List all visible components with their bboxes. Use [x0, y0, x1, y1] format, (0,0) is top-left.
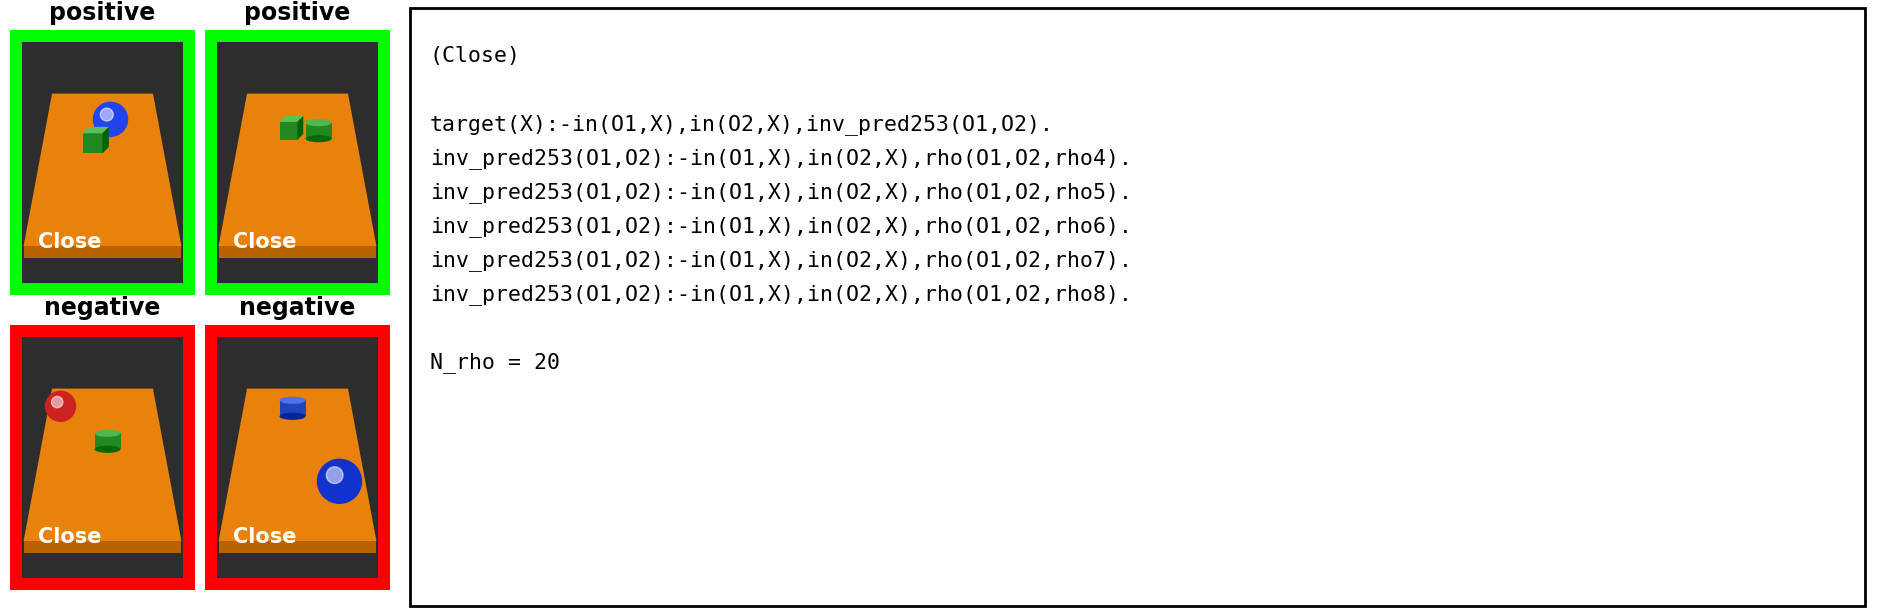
Ellipse shape: [94, 430, 120, 437]
Circle shape: [318, 459, 361, 503]
Text: negative: negative: [45, 296, 160, 320]
Text: negative: negative: [239, 296, 355, 320]
Circle shape: [94, 102, 128, 137]
Bar: [23, 337, 182, 578]
Bar: [216, 42, 378, 283]
Polygon shape: [218, 246, 376, 258]
Bar: [205, 325, 389, 590]
Bar: [205, 30, 389, 295]
Bar: [410, 8, 1865, 606]
Ellipse shape: [280, 413, 305, 420]
Bar: [9, 325, 196, 590]
Ellipse shape: [94, 446, 120, 453]
Polygon shape: [280, 116, 303, 122]
Text: target(X):-in(O1,X),in(O2,X),inv_pred253(O1,O2).: target(X):-in(O1,X),in(O2,X),inv_pred253…: [431, 114, 1055, 135]
Text: inv_pred253(O1,O2):-in(O1,X),in(O2,X),rho(O1,O2,rho5).: inv_pred253(O1,O2):-in(O1,X),in(O2,X),rh…: [431, 182, 1132, 203]
Circle shape: [100, 108, 113, 121]
Bar: [216, 337, 378, 578]
Circle shape: [51, 397, 62, 408]
Bar: [23, 42, 182, 283]
Text: N_rho = 20: N_rho = 20: [431, 352, 560, 373]
Text: inv_pred253(O1,O2):-in(O1,X),in(O2,X),rho(O1,O2,rho4).: inv_pred253(O1,O2):-in(O1,X),in(O2,X),rh…: [431, 148, 1132, 169]
Polygon shape: [24, 93, 182, 246]
Text: Close: Close: [38, 232, 102, 252]
Text: inv_pred253(O1,O2):-in(O1,X),in(O2,X),rho(O1,O2,rho7).: inv_pred253(O1,O2):-in(O1,X),in(O2,X),rh…: [431, 250, 1132, 271]
Circle shape: [327, 467, 342, 483]
Text: inv_pred253(O1,O2):-in(O1,X),in(O2,X),rho(O1,O2,rho6).: inv_pred253(O1,O2):-in(O1,X),in(O2,X),rh…: [431, 216, 1132, 237]
Polygon shape: [24, 246, 182, 258]
Polygon shape: [24, 389, 182, 541]
Polygon shape: [218, 389, 376, 541]
Polygon shape: [24, 541, 182, 553]
Ellipse shape: [305, 119, 331, 126]
Circle shape: [45, 391, 75, 421]
Polygon shape: [297, 116, 303, 140]
Ellipse shape: [280, 397, 305, 404]
Text: (Close): (Close): [431, 46, 521, 66]
Polygon shape: [218, 541, 376, 553]
Text: positive: positive: [49, 1, 156, 25]
Text: Close: Close: [233, 232, 297, 252]
Polygon shape: [218, 93, 376, 246]
Bar: [94, 434, 120, 450]
Text: positive: positive: [244, 1, 352, 25]
Text: Close: Close: [233, 527, 297, 547]
Text: inv_pred253(O1,O2):-in(O1,X),in(O2,X),rho(O1,O2,rho8).: inv_pred253(O1,O2):-in(O1,X),in(O2,X),rh…: [431, 284, 1132, 305]
Bar: [305, 123, 331, 139]
Bar: [9, 30, 196, 295]
Polygon shape: [83, 127, 109, 133]
Text: Close: Close: [38, 527, 102, 547]
Bar: [280, 122, 297, 140]
Ellipse shape: [305, 135, 331, 142]
Bar: [83, 133, 103, 153]
Bar: [280, 400, 305, 416]
Polygon shape: [103, 127, 109, 153]
